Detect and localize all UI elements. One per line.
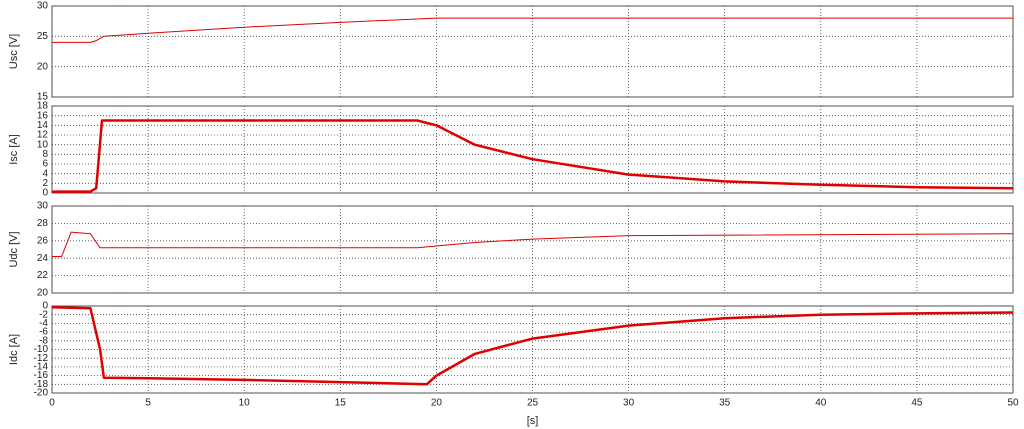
x-tick-label: 5 — [145, 398, 151, 409]
y-axis-label: Usc [V] — [8, 34, 20, 69]
y-tick-label: 16 — [37, 110, 49, 121]
y-axis-label: Idc [A] — [8, 334, 20, 365]
x-tick-label: 45 — [911, 398, 923, 409]
y-tick-label: 10 — [37, 139, 49, 150]
y-axis-label: Isc [A] — [8, 134, 20, 165]
x-tick-label: 35 — [719, 398, 731, 409]
data-line — [52, 17, 1013, 43]
x-axis-label: [s] — [527, 415, 539, 427]
y-tick-label: -6 — [39, 327, 48, 338]
data-line — [52, 119, 1014, 193]
y-tick-label: -18 — [34, 379, 49, 390]
y-tick-label: -12 — [34, 353, 49, 364]
y-tick-label: 26 — [37, 235, 49, 246]
y-tick-label: 15 — [37, 92, 49, 103]
data-line — [52, 231, 1014, 257]
plot-frame — [51, 205, 1014, 294]
x-tick-label: 40 — [815, 398, 827, 409]
y-tick-label: 6 — [42, 159, 48, 170]
y-tick-label: 20 — [37, 61, 49, 72]
y-tick-label: -10 — [34, 344, 49, 355]
x-tick-label: 15 — [335, 398, 347, 409]
y-tick-label: 24 — [37, 253, 49, 264]
y-tick-label: 25 — [37, 31, 49, 42]
plot-frame — [51, 105, 1014, 194]
x-tick-label: 30 — [623, 398, 635, 409]
y-tick-label: -20 — [34, 388, 49, 399]
y-tick-label: 14 — [37, 120, 49, 131]
x-tick-label: 20 — [431, 398, 443, 409]
y-tick-label: 2 — [42, 178, 48, 189]
y-tick-label: -16 — [34, 370, 49, 381]
y-tick-label: 0 — [42, 301, 48, 312]
y-tick-label: 12 — [37, 130, 49, 141]
y-axis-label: Udc [V] — [8, 231, 20, 267]
y-tick-label: -14 — [34, 362, 49, 373]
x-tick-label: 50 — [1007, 398, 1019, 409]
y-tick-label: 18 — [37, 101, 49, 112]
x-tick-label: 0 — [49, 398, 55, 409]
y-tick-label: 28 — [37, 218, 49, 229]
y-tick-label: -4 — [39, 318, 48, 329]
y-tick-label: 20 — [37, 288, 49, 299]
y-tick-label: 22 — [37, 270, 49, 281]
x-tick-label: 25 — [527, 398, 539, 409]
y-tick-label: -2 — [39, 309, 48, 320]
y-tick-label: 4 — [42, 168, 48, 179]
y-tick-label: 30 — [37, 201, 49, 212]
y-tick-label: -8 — [39, 335, 48, 346]
data-line — [51, 306, 1014, 386]
y-tick-label: 30 — [37, 1, 49, 12]
x-tick-label: 10 — [239, 398, 251, 409]
y-tick-label: 0 — [42, 188, 48, 199]
y-tick-label: 8 — [42, 149, 48, 160]
